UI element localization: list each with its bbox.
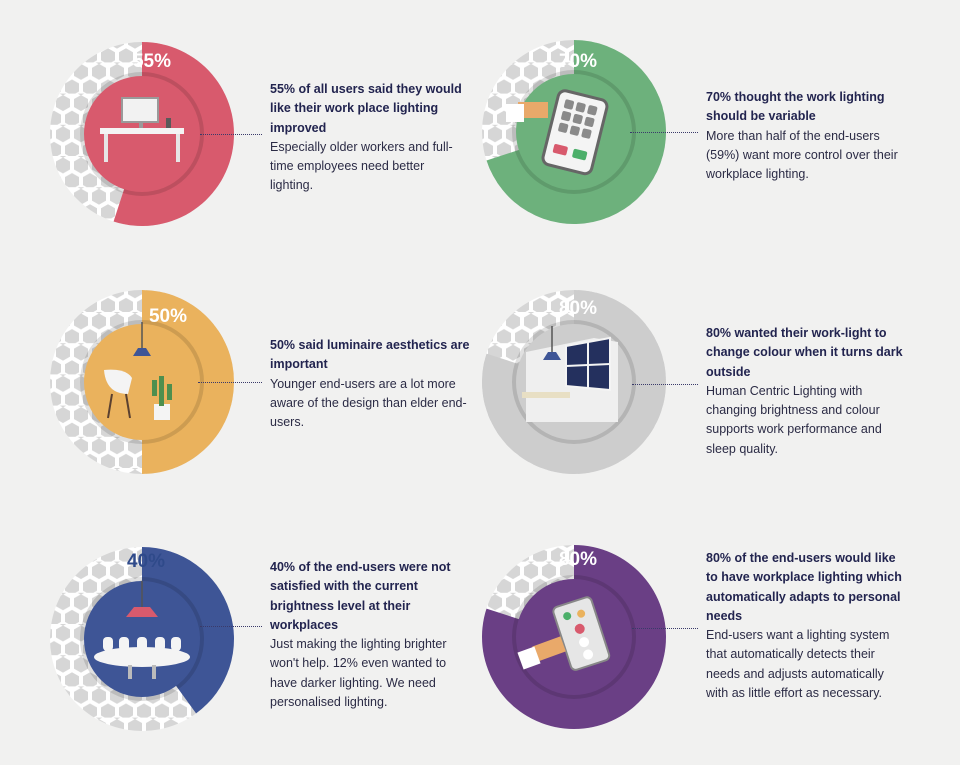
inner-disc <box>84 324 200 440</box>
percent-label-1: 55% <box>132 51 172 72</box>
body-3: Younger end-users are a lot more aware o… <box>270 376 467 430</box>
leader-line-5 <box>200 626 262 627</box>
text-block-2: 70% thought the work lighting should be … <box>706 88 906 184</box>
leader-line-6 <box>632 628 698 629</box>
night-window-icon <box>522 326 618 422</box>
text-block-6: 80% of the end-users would like to have … <box>706 549 906 703</box>
heading-6: 80% of the end-users would like to have … <box>706 551 902 623</box>
body-6: End-users want a lighting system that au… <box>706 628 890 701</box>
text-block-1: 55% of all users said they would like th… <box>270 80 470 196</box>
heading-1: 55% of all users said they would like th… <box>270 82 462 135</box>
body-4: Human Centric Lighting with changing bri… <box>706 383 882 456</box>
text-block-4: 80% wanted their work-light to change co… <box>706 324 906 459</box>
smart-switch-icon <box>517 596 611 671</box>
leader-line-1 <box>200 134 262 135</box>
chair-lamp-plant-icon <box>104 322 172 420</box>
leader-line-2 <box>630 132 698 133</box>
heading-4: 80% wanted their work-light to change co… <box>706 326 903 379</box>
percent-label-4: 80% <box>558 298 598 319</box>
percent-label-6: 80% <box>558 549 598 570</box>
body-5: Just making the lighting brighter won't … <box>270 637 447 710</box>
text-block-3: 50% said luminaire aesthetics are import… <box>270 336 470 432</box>
meeting-table-icon <box>94 581 190 679</box>
control-panel-icon <box>506 89 609 176</box>
heading-2: 70% thought the work lighting should be … <box>706 90 885 124</box>
percent-label-5: 40% <box>126 551 166 572</box>
heading-3: 50% said luminaire aesthetics are import… <box>270 338 470 372</box>
body-1: Especially older workers and full-time e… <box>270 139 453 193</box>
leader-line-3 <box>198 382 262 383</box>
percent-label-2: 70% <box>558 51 598 72</box>
text-block-5: 40% of the end-users were not satisfied … <box>270 558 470 712</box>
desk-monitor-icon <box>100 97 184 162</box>
body-2: More than half of the end-users (59%) wa… <box>706 128 898 182</box>
heading-5: 40% of the end-users were not satisfied … <box>270 560 451 632</box>
leader-line-4 <box>632 384 698 385</box>
percent-label-3: 50% <box>148 306 188 327</box>
